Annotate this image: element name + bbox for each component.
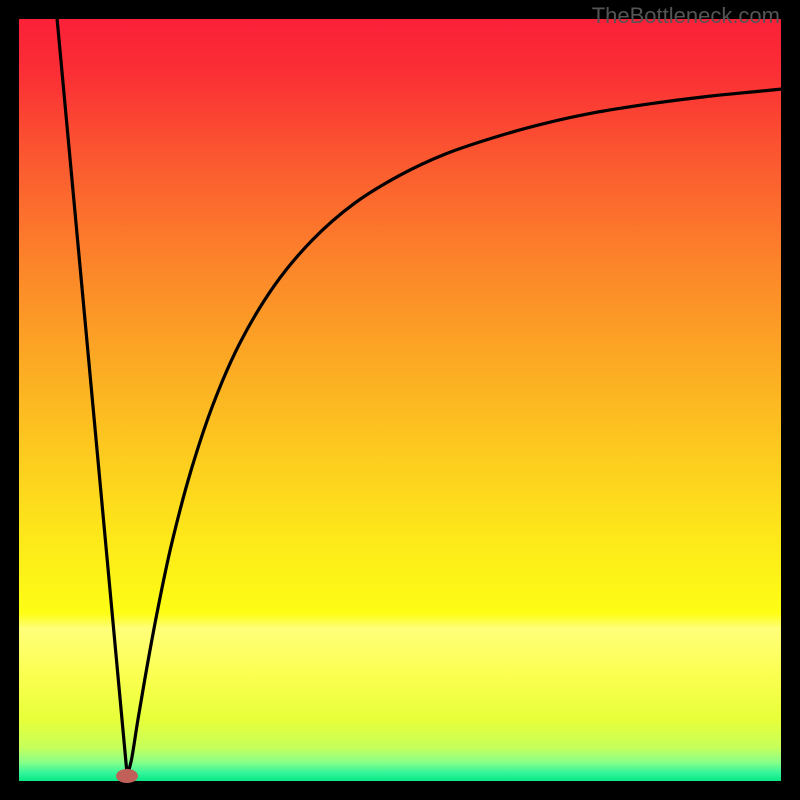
chart-container: TheBottleneck.com [0,0,800,800]
plot-area [19,19,781,781]
curve-layer [19,19,781,781]
minimum-marker [116,769,138,783]
watermark-label: TheBottleneck.com [592,3,780,29]
bottleneck-curve [57,19,781,776]
